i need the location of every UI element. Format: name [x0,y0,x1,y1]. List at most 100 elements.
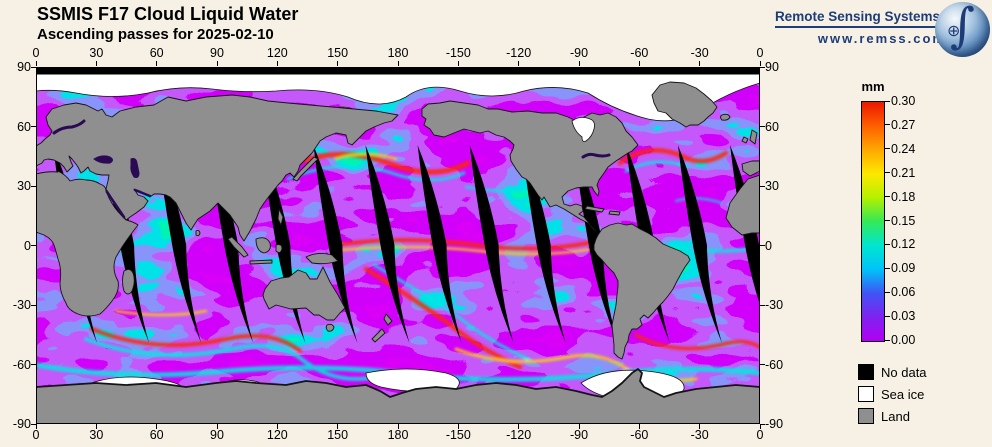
hudson-bay-ice [571,117,595,142]
island-borneo [255,237,271,254]
x-axis-tick-top [457,61,459,66]
x-axis-tick-bottom [216,424,218,429]
y-axis-tick-left [31,185,36,187]
y-axis-tick-label-right: 30 [765,179,779,193]
legend-item: Sea ice [858,383,927,405]
x-axis-tick-bottom [457,424,459,429]
x-axis-tick-label-bottom: -60 [630,428,649,442]
integral-glyph-icon: ∫ [949,0,975,54]
colorbar-tick [884,100,890,102]
legend-item: Land [858,405,927,427]
swath-gap [313,145,358,343]
y-axis-tick-label-right: -90 [765,417,784,431]
clw-streak [675,197,723,204]
colorbar-tick [884,243,890,245]
y-axis-tick-label-right: 60 [765,119,779,134]
y-axis-tick-right [760,126,765,127]
landmass-iberia [741,160,760,177]
x-axis-tick-top [638,61,640,66]
colorbar-unit-label: mm [861,79,885,94]
x-axis-tick-label-bottom: -90 [569,428,589,442]
x-axis-tick-top [699,61,701,66]
branding-url: www.remss.com [817,31,946,46]
y-axis-tick-left [31,304,36,306]
swath-gap [677,145,722,343]
polar-no-data-band [36,67,760,75]
x-axis-tick-label-bottom: 30 [89,428,104,442]
y-axis-tick-label-right: -30 [765,298,784,312]
colorbar-tick-label: 0.18 [891,189,916,204]
y-axis-tick-label-left: 90 [17,60,31,74]
x-axis-tick-label-top: 180 [387,46,409,60]
colorbar-tick-label: 0.30 [891,94,916,108]
x-axis-tick-label-top: -30 [690,46,709,60]
island-sulawesi [275,244,283,254]
land-group [36,81,760,424]
colorbar-tick-label: 0.27 [891,117,916,132]
landmass-madagascar [122,268,135,295]
colorbar-tick [884,315,890,317]
y-axis-tick-label-left: 30 [17,179,31,193]
colorbar-tick-label: 0.00 [891,333,916,347]
y-axis-tick-label-right: 90 [765,60,779,74]
clw-streak [372,263,530,361]
y-axis-tick-right [760,423,765,425]
y-axis-tick-right [760,66,765,68]
x-axis-tick-label-bottom: 60 [149,428,164,442]
colorbar-tick-label: 0.21 [891,165,916,180]
x-axis-tick-label-bottom: 150 [327,428,349,442]
x-axis-tick-label-bottom: -150 [445,428,471,442]
x-axis-tick-bottom [638,424,640,429]
y-axis-tick-right [760,185,765,187]
y-axis-tick-left [31,126,36,127]
landmass-new-zealand [383,313,393,326]
y-axis-tick-left [31,423,36,425]
persian-gulf [133,188,152,198]
x-axis-tick-label-top: 30 [89,46,104,60]
island-new-guinea [305,252,339,265]
colorbar-tick [884,291,890,293]
x-axis-tick-bottom [397,424,399,429]
clw-streak [114,309,208,317]
x-axis-tick-bottom [578,424,580,429]
x-axis-tick-bottom [759,424,761,429]
clw-streak [90,327,302,353]
x-axis-tick-top [518,61,520,66]
x-axis-tick-top [35,61,37,66]
island-sumatra [227,236,249,258]
landmass-ireland [741,136,749,144]
island-cuba [584,205,605,213]
y-axis-tick-label-right: 0 [765,238,772,253]
landmass-tasmania [325,323,335,332]
map-legend: No data Sea ice Land [858,361,927,427]
landmass-africa-east [36,170,139,317]
y-axis-tick-label-right: -60 [765,357,784,372]
clw-streak [634,333,760,351]
x-axis-tick-label-top: -90 [569,46,589,60]
landmass-greenland [651,81,718,128]
x-axis-tick-top [216,61,218,66]
x-axis-tick-bottom [276,424,278,429]
legend-label: Land [881,408,910,424]
x-axis-tick-bottom [337,424,339,429]
branding-name: Remote Sensing Systems [774,9,946,28]
great-lakes [581,152,611,159]
x-axis-tick-label-top: -120 [506,46,532,60]
x-axis-tick-label-bottom: 0 [756,428,764,442]
colorbar-tick [884,267,890,269]
clw-streak [84,337,378,381]
crosshair-glyph-icon: ⊕ [947,23,961,40]
swath-gap [365,145,410,343]
page-subtitle: Ascending passes for 2025-02-10 [37,26,274,43]
clw-streak [330,245,594,256]
legend-item: No data [858,361,927,383]
clw-streak [617,148,729,166]
x-axis-tick-label-bottom: 180 [387,428,409,442]
y-axis-tick-label-left: -90 [12,417,31,431]
x-axis-tick-bottom [156,424,158,429]
baltic-sea [52,119,86,135]
swath-gap [469,145,514,343]
landmass-south-america [593,222,691,360]
colorbar-tick [884,196,890,198]
